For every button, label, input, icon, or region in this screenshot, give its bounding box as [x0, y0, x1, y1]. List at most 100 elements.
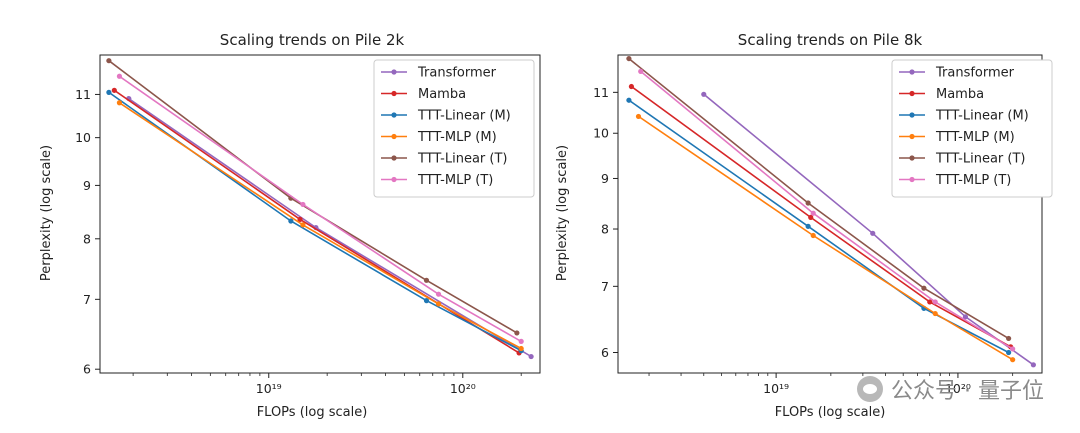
- series-line: [108, 60, 518, 334]
- data-point: [1030, 362, 1036, 368]
- y-tick-label: 11: [593, 85, 609, 100]
- legend-marker: [391, 155, 397, 161]
- data-point: [805, 200, 811, 206]
- data-point: [116, 73, 123, 79]
- data-point: [962, 314, 969, 320]
- data-point: [805, 223, 811, 229]
- series-ttt-mlp-m: [116, 100, 524, 352]
- data-point: [808, 214, 814, 220]
- data-point: [423, 298, 430, 304]
- x-tick-label: 10¹⁹: [763, 381, 789, 396]
- data-point: [300, 222, 306, 228]
- watermark: 公众号 · 量子位: [857, 373, 1044, 405]
- legend-label: Mamba: [936, 87, 984, 102]
- y-axis-label: Perplexity (log scale): [39, 145, 54, 281]
- data-point: [111, 87, 117, 93]
- y-tick-label: 8: [83, 231, 91, 246]
- series-ttt-linear-t: [106, 58, 520, 336]
- data-point: [927, 299, 933, 305]
- data-point: [528, 353, 534, 360]
- series-ttt-mlp-t: [116, 73, 524, 344]
- data-point: [116, 100, 123, 106]
- data-point: [628, 83, 635, 90]
- y-tick-label: 10: [75, 130, 91, 145]
- y-tick-label: 9: [601, 171, 609, 186]
- legend-marker: [391, 90, 397, 97]
- data-point: [701, 91, 707, 97]
- legend-marker: [909, 69, 915, 75]
- data-point: [626, 97, 632, 103]
- legend-marker: [391, 133, 397, 140]
- legend-label: TTT-Linear (T): [935, 152, 1025, 167]
- y-tick-label: 8: [601, 222, 609, 237]
- wechat-icon: [857, 376, 884, 402]
- series-ttt-mlp-t: [638, 68, 1016, 352]
- legend-label: TTT-MLP (T): [417, 173, 493, 188]
- data-point: [106, 89, 112, 95]
- x-tick-label: 10¹⁹: [256, 381, 282, 396]
- data-point: [626, 55, 632, 62]
- data-point: [1010, 357, 1016, 363]
- legend-label: TTT-MLP (T): [935, 173, 1011, 188]
- legend-label: TTT-Linear (M): [935, 109, 1029, 124]
- watermark-text: 公众号 · 量子位: [891, 379, 1044, 404]
- data-point: [1006, 349, 1012, 356]
- legend-label: TTT-Linear (T): [417, 152, 507, 167]
- series-line: [628, 99, 1009, 354]
- x-axis-label: FLOPs (log scale): [257, 405, 368, 420]
- series-line: [118, 75, 522, 343]
- x-tick-label: 10²⁰: [450, 381, 476, 396]
- data-point: [300, 201, 306, 208]
- chart-pile-2k: Scaling trends on Pile 2k FLOPs (log sca…: [39, 31, 541, 420]
- plot-frame: [617, 54, 1043, 374]
- data-point: [518, 345, 524, 352]
- legend-marker: [909, 155, 915, 161]
- legend-marker: [391, 69, 397, 75]
- y-tick-label: 7: [83, 292, 91, 307]
- series-ttt-mlp-m: [635, 113, 1016, 363]
- legend-label: Transformer: [417, 66, 497, 81]
- y-axis-label: Perplexity (log scale): [555, 145, 570, 281]
- legend-box: [891, 59, 1053, 198]
- data-point: [435, 301, 442, 307]
- data-point: [810, 210, 816, 216]
- y-tick-label: 10: [593, 126, 609, 141]
- y-tick-label: 11: [75, 87, 91, 102]
- data-point: [932, 310, 938, 317]
- data-point: [288, 218, 294, 224]
- legend-label: TTT-MLP (M): [935, 130, 1015, 145]
- legend-box: [373, 59, 535, 198]
- legend-marker: [909, 112, 915, 118]
- series-line: [118, 102, 522, 350]
- legend-marker: [909, 90, 915, 97]
- data-point: [423, 277, 430, 283]
- legend: Transformer Mamba TTT-Linear (M) TTT-MLP (M…: [373, 59, 535, 198]
- data-point: [1010, 346, 1016, 352]
- data-point: [638, 68, 644, 75]
- x-tick-label: 10²⁰: [945, 381, 971, 396]
- y-tick-label: 6: [601, 345, 609, 360]
- y-tick-label: 9: [83, 178, 91, 193]
- legend-marker: [909, 133, 915, 140]
- series-line: [640, 70, 1014, 350]
- data-point: [1006, 335, 1012, 342]
- data-point: [870, 230, 876, 236]
- data-point: [810, 232, 816, 239]
- x-axis-label: FLOPs (log scale): [775, 405, 886, 420]
- data-point: [932, 299, 938, 305]
- chart-title: Scaling trends on Pile 8k: [738, 31, 923, 49]
- legend-label: TTT-MLP (M): [417, 130, 497, 145]
- legend-label: Mamba: [418, 87, 466, 102]
- data-point: [514, 330, 520, 336]
- series-line: [630, 85, 1012, 348]
- data-point: [518, 338, 524, 344]
- legend-marker: [391, 112, 397, 118]
- y-tick-label: 7: [601, 279, 609, 294]
- data-point: [297, 216, 303, 222]
- chart-pile-8k: Scaling trends on Pile 8k FLOPs (log sca…: [555, 31, 1053, 420]
- legend: Transformer Mamba TTT-Linear (M) TTT-MLP (M…: [891, 59, 1053, 198]
- y-tick-label: 6: [83, 362, 91, 377]
- series-line: [638, 115, 1014, 361]
- legend-marker: [909, 176, 915, 183]
